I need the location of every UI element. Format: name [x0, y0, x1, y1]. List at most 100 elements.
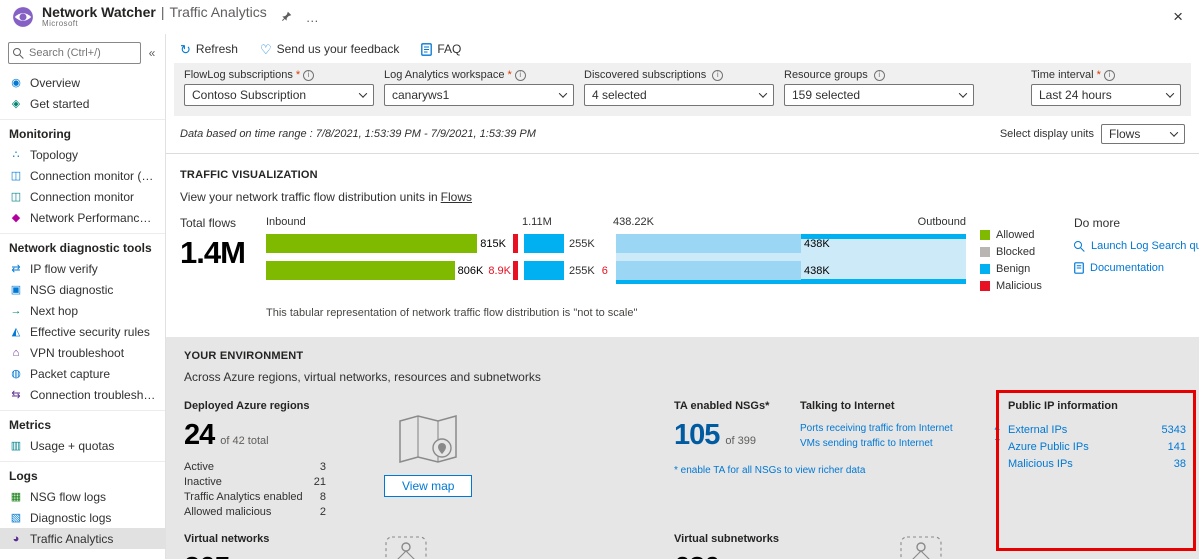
sidebar-item[interactable]: → Next hop [0, 300, 165, 321]
sidebar-item[interactable]: ⇆ Connection troubleshoot [0, 384, 165, 405]
sidebar-item[interactable]: ◭ Effective security rules [0, 321, 165, 342]
refresh-button[interactable]: ↻ Refresh [180, 42, 238, 56]
info-icon [712, 69, 724, 81]
card-title: Virtual networks [184, 533, 270, 545]
sidebar-item[interactable]: ▥ Usage + quotas [0, 435, 165, 456]
sidebar-item-label: NSG diagnostic [30, 282, 114, 297]
close-icon[interactable]: × [1173, 7, 1183, 26]
usage-quotas-icon: ▥ [10, 440, 22, 452]
nsg-flow-logs-icon: ▦ [10, 491, 22, 503]
search-input[interactable] [8, 42, 141, 64]
public-ip-stat-link[interactable]: Azure Public IPs 141 [1008, 438, 1186, 455]
traffic-visualization-section: TRAFFIC VISUALIZATION View your network … [166, 154, 1199, 325]
filter-group: Time interval * Last 24 hours [1031, 69, 1181, 106]
stat-value: 141 [1167, 440, 1186, 453]
stat-value: 4 [994, 423, 1000, 434]
faq-label: FAQ [437, 42, 462, 56]
benign-bar [524, 261, 564, 280]
filter-dropdown[interactable]: 159 selected [784, 84, 974, 106]
ta-enabled-nsgs-card: TA enabled NSGs* 105 of 399 * enable TA … [674, 400, 865, 519]
chevron-down-icon [358, 89, 368, 98]
stat-value: 21 [313, 475, 326, 488]
page-title: Network Watcher | Traffic Analytics Micr… [42, 5, 267, 28]
environment-subtitle: Across Azure regions, virtual networks, … [184, 370, 541, 384]
sidebar-item-label: Connection monitor (classic) [30, 168, 156, 183]
public-ip-information-card: Public IP information External IPs 5343 [996, 390, 1196, 551]
filter-dropdown[interactable]: Last 24 hours [1031, 84, 1181, 106]
sidebar-monitoring-items: ∴ Topology ◫ Connection monitor (classic… [0, 144, 165, 228]
legend-label: Allowed [996, 229, 1035, 241]
environment-right-panel: TA enabled NSGs* 105 of 399 * enable TA … [674, 390, 1196, 551]
flows-link[interactable]: Flows [440, 190, 473, 204]
stat-row: Active 3 [184, 459, 326, 474]
outbound-benign-bar [616, 261, 801, 280]
time-range-text: Data based on time range : 7/8/2021, 1:5… [180, 128, 536, 140]
internet-stat-link[interactable]: VMs sending traffic to Internet 7 [800, 436, 1000, 451]
filter-bar: FlowLog subscriptions * Contoso Subscrip… [174, 63, 1191, 116]
pin-icon[interactable] [281, 10, 292, 25]
filter-group: Discovered subscriptions 4 selected [584, 69, 774, 106]
filter-dropdown[interactable]: Contoso Subscription [184, 84, 374, 106]
mid-malicious-value: 6 [601, 264, 608, 277]
info-icon [303, 69, 315, 81]
legend-label: Malicious [996, 280, 1042, 292]
filter-label: Discovered subscriptions [584, 69, 707, 81]
search-query-icon [1074, 240, 1085, 252]
topology-icon: ∴ [12, 149, 20, 161]
stat-label: Allowed malicious [184, 505, 272, 518]
sidebar-item[interactable]: ⇄ IP flow verify [0, 258, 165, 279]
sidebar-item[interactable]: ▦ NSG flow logs [0, 486, 165, 507]
filter-dropdown[interactable]: 4 selected [584, 84, 774, 106]
sidebar-item[interactable]: ∴ Topology [0, 144, 165, 165]
sidebar-item[interactable]: ◫ Connection monitor [0, 186, 165, 207]
malicious-bar [513, 261, 518, 280]
faq-button[interactable]: FAQ [421, 42, 461, 56]
benign-value: 438K [804, 264, 830, 277]
legend-item: Malicious [980, 280, 1060, 292]
sidebar-item[interactable]: ◆ Network Performance Monitor [0, 207, 165, 228]
do-more-panel: Do more Launch Log Search query Document… [1074, 216, 1199, 297]
regions-count: 24 [184, 419, 215, 451]
sidebar-item[interactable]: ◕ Traffic Analytics [0, 528, 165, 549]
sidebar-item[interactable]: ◍ Packet capture [0, 363, 165, 384]
sidebar-item[interactable]: ◈ Get started [0, 93, 165, 114]
chevron-down-icon [758, 89, 768, 98]
sidebar-item[interactable]: ▣ NSG diagnostic [0, 279, 165, 300]
search-icon [13, 48, 24, 59]
documentation-link[interactable]: Documentation [1074, 262, 1199, 274]
stat-value: 3 [319, 460, 326, 473]
chevron-down-icon [1169, 128, 1179, 137]
traffic-flow-chart: Total flows 1.4M Inbound 1.11M 438.22K O… [180, 216, 1199, 297]
sidebar-item-label: Traffic Analytics [30, 531, 114, 546]
internet-stat-link[interactable]: Ports receiving traffic from Internet 4 [800, 421, 1000, 436]
stat-label: Active [184, 460, 214, 473]
talking-to-internet-card: Talking to Internet Ports receiving traf… [800, 400, 1000, 519]
legend-item: Benign [980, 263, 1060, 275]
legend-swatch [980, 281, 990, 291]
network-diagram-icon [385, 536, 427, 559]
filter-group: Resource groups 159 selected [784, 69, 974, 106]
refresh-icon: ↻ [180, 41, 191, 57]
display-units-dropdown[interactable]: Flows [1101, 124, 1185, 144]
stat-value: 8 [319, 490, 326, 503]
sidebar-item[interactable]: ⌂ VPN troubleshoot [0, 342, 165, 363]
public-ip-stat-link[interactable]: Malicious IPs 38 [1008, 455, 1186, 472]
nsg-total: of 399 [725, 435, 756, 447]
sidebar-diagnostic-items: ⇄ IP flow verify ▣ NSG diagnostic → Next… [0, 258, 165, 405]
view-map-button[interactable]: View map [384, 475, 473, 497]
launch-log-search-link[interactable]: Launch Log Search query [1074, 240, 1199, 252]
filter-dropdown[interactable]: canaryws1 [384, 84, 574, 106]
sidebar-item[interactable]: ▧ Diagnostic logs [0, 507, 165, 528]
outbound-benign-bar [616, 234, 801, 253]
collapse-sidebar-button[interactable]: « [148, 46, 156, 60]
public-ip-stat-link[interactable]: External IPs 5343 [1008, 421, 1186, 438]
more-options-icon[interactable]: … [305, 9, 319, 25]
sidebar-general-items: ◉ Overview ◈ Get started [0, 72, 165, 114]
total-flows-label: Total flows [180, 216, 237, 230]
feedback-button[interactable]: ♡ Send us your feedback [260, 42, 399, 56]
sidebar-item[interactable]: ◉ Overview [0, 72, 165, 93]
filter-label: Time interval [1031, 69, 1094, 81]
section-title: YOUR ENVIRONMENT [184, 350, 304, 362]
sidebar-item[interactable]: ◫ Connection monitor (classic) [0, 165, 165, 186]
book-icon [1074, 262, 1084, 274]
